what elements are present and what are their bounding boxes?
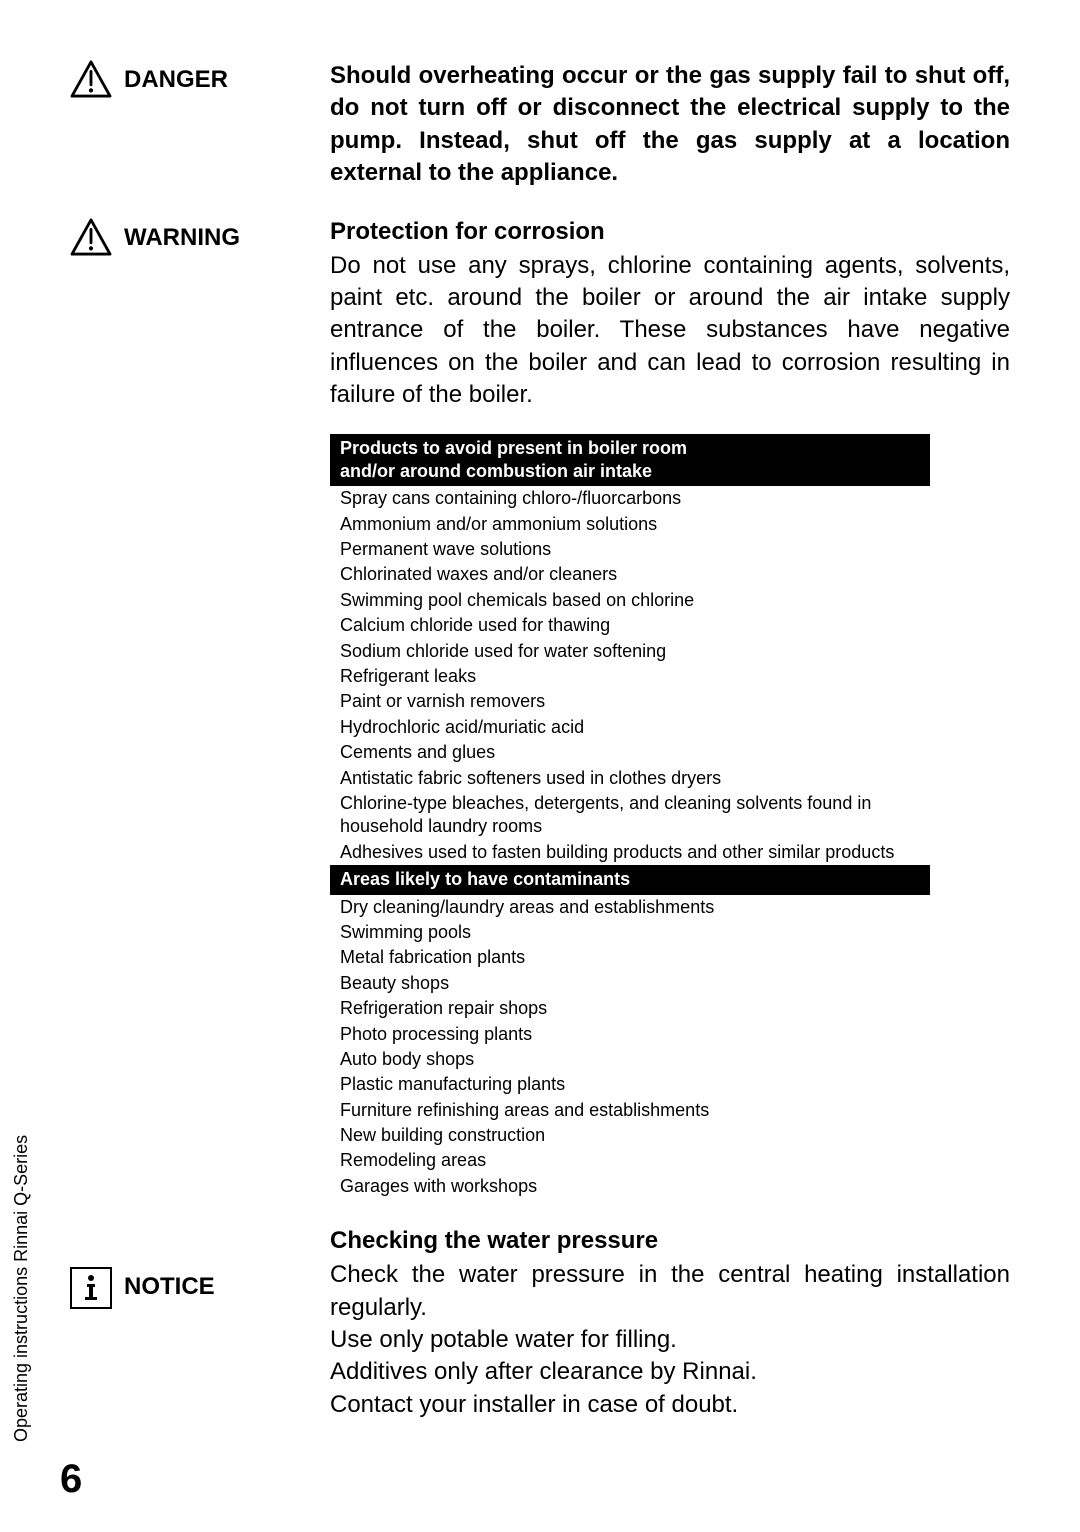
table-row: Plastic manufacturing plants — [330, 1072, 930, 1097]
table-row: Refrigerant leaks — [330, 664, 930, 689]
danger-body-text: Should overheating occur or the gas supp… — [330, 60, 1010, 190]
notice-section: NOTICE Checking the water pressure Check… — [70, 1227, 1010, 1421]
table-row: Photo processing plants — [330, 1022, 930, 1047]
warning-body-text: Do not use any sprays, chlorine containi… — [330, 250, 1010, 412]
table-header-areas: Areas likely to have contaminants — [330, 865, 930, 894]
notice-heading: Checking the water pressure — [330, 1227, 1010, 1255]
table-row: Spray cans containing chloro-/fluorcarbo… — [330, 486, 930, 511]
table-row: Antistatic fabric softeners used in clot… — [330, 766, 930, 791]
table-row: Permanent wave solutions — [330, 537, 930, 562]
side-label: Operating instructions Rinnai Q-Series — [11, 1135, 32, 1442]
danger-label: DANGER — [124, 60, 228, 94]
contaminants-table: Products to avoid present in boiler room… — [330, 434, 930, 1200]
table-header-line1: Products to avoid present in boiler room — [340, 437, 920, 460]
table-row: New building construction — [330, 1123, 930, 1148]
hazard-triangle-icon — [70, 60, 112, 98]
page-number: 6 — [60, 1457, 82, 1502]
info-icon — [70, 1267, 112, 1309]
warning-content: Protection for corrosion Do not use any … — [330, 218, 1010, 1200]
notice-label: NOTICE — [124, 1267, 215, 1301]
areas-list: Dry cleaning/laundry areas and establish… — [330, 895, 930, 1200]
table-row: Swimming pool chemicals based on chlorin… — [330, 588, 930, 613]
products-list: Spray cans containing chloro-/fluorcarbo… — [330, 486, 930, 865]
danger-content: Should overheating occur or the gas supp… — [330, 60, 1010, 190]
hazard-triangle-icon — [70, 218, 112, 256]
notice-content: Checking the water pressure Check the wa… — [330, 1227, 1010, 1421]
table-row: Calcium chloride used for thawing — [330, 613, 930, 638]
warning-label-col: WARNING — [70, 218, 330, 1200]
table-row: Dry cleaning/laundry areas and establish… — [330, 895, 930, 920]
table-row: Beauty shops — [330, 971, 930, 996]
warning-heading: Protection for corrosion — [330, 218, 1010, 246]
table-row: Chlorinated waxes and/or cleaners — [330, 562, 930, 587]
warning-label: WARNING — [124, 218, 240, 252]
notice-label-col: NOTICE — [70, 1227, 330, 1421]
table-row: Refrigeration repair shops — [330, 996, 930, 1021]
table-header-products: Products to avoid present in boiler room… — [330, 434, 930, 487]
table-row: Cements and glues — [330, 740, 930, 765]
notice-line2: Use only potable water for filling. — [330, 1324, 1010, 1356]
warning-section: WARNING Protection for corrosion Do not … — [70, 218, 1010, 1200]
table-row: Furniture refinishing areas and establis… — [330, 1098, 930, 1123]
table-row: Garages with workshops — [330, 1174, 930, 1199]
notice-line3: Additives only after clearance by Rinnai… — [330, 1356, 1010, 1388]
notice-line4: Contact your installer in case of doubt. — [330, 1389, 1010, 1421]
danger-label-col: DANGER — [70, 60, 330, 190]
table-row: Sodium chloride used for water softening — [330, 639, 930, 664]
table-row: Auto body shops — [330, 1047, 930, 1072]
table-row: Swimming pools — [330, 920, 930, 945]
table-header-line2: and/or around combustion air intake — [340, 460, 920, 483]
table-row: Hydrochloric acid/muriatic acid — [330, 715, 930, 740]
table-row: Metal fabrication plants — [330, 945, 930, 970]
notice-line1: Check the water pressure in the central … — [330, 1259, 1010, 1324]
table-row: Ammonium and/or ammonium solutions — [330, 512, 930, 537]
table-row: Chlorine-type bleaches, detergents, and … — [330, 791, 930, 840]
table-row: Adhesives used to fasten building produc… — [330, 840, 930, 865]
table-row: Paint or varnish removers — [330, 689, 930, 714]
danger-section: DANGER Should overheating occur or the g… — [70, 60, 1010, 190]
table-row: Remodeling areas — [330, 1148, 930, 1173]
